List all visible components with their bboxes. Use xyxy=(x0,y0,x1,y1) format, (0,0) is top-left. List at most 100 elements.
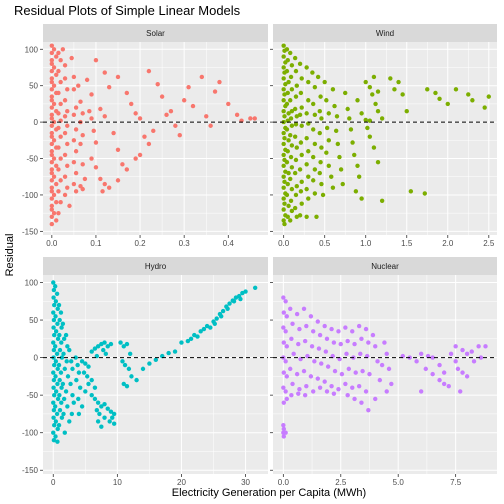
data-point-wind xyxy=(334,114,340,119)
data-point-wind xyxy=(437,96,442,102)
data-point-wind xyxy=(281,108,286,114)
data-point-solar xyxy=(67,203,72,209)
data-point-wind xyxy=(353,189,359,194)
data-point-wind xyxy=(359,196,364,201)
data-point-solar xyxy=(73,189,79,194)
data-point-solar xyxy=(56,125,61,131)
y-tick-label: -150 xyxy=(22,466,39,475)
data-point-wind xyxy=(359,111,364,116)
data-point-hydro xyxy=(67,419,72,424)
y-tick-label: -100 xyxy=(22,191,39,200)
x-tick-label-solar: 0.0 xyxy=(46,239,58,248)
data-point-wind xyxy=(281,98,286,103)
data-point-hydro xyxy=(52,332,57,338)
data-point-nuclear xyxy=(367,371,372,377)
y-tick-label: 50 xyxy=(29,82,38,91)
data-point-wind xyxy=(326,163,331,169)
data-point-nuclear xyxy=(308,314,314,319)
data-point-solar xyxy=(49,112,55,118)
data-point-nuclear xyxy=(483,344,488,349)
data-point-hydro xyxy=(79,359,85,364)
data-point-hydro xyxy=(108,409,114,414)
data-point-solar xyxy=(49,203,55,209)
data-point-solar xyxy=(111,130,116,136)
data-point-nuclear xyxy=(288,306,293,311)
strip-hydro xyxy=(43,257,268,275)
data-point-solar xyxy=(49,134,55,139)
data-point-solar xyxy=(49,68,55,74)
x-tick-label-hydro: 0 xyxy=(51,478,56,487)
data-point-wind xyxy=(282,114,287,119)
data-point-nuclear xyxy=(283,389,288,394)
data-point-solar xyxy=(49,87,55,92)
data-point-hydro xyxy=(75,362,80,368)
data-point-solar xyxy=(62,63,68,68)
data-point-hydro xyxy=(51,370,56,375)
data-point-nuclear xyxy=(281,370,286,375)
data-point-hydro xyxy=(94,407,100,413)
data-point-solar xyxy=(62,152,68,158)
data-point-hydro xyxy=(61,396,67,402)
data-point-nuclear xyxy=(281,295,286,300)
data-point-hydro xyxy=(52,392,57,398)
data-point-nuclear xyxy=(356,383,362,389)
data-point-nuclear xyxy=(418,389,424,394)
data-point-wind xyxy=(298,189,304,194)
data-point-hydro xyxy=(54,411,60,417)
data-point-hydro xyxy=(57,377,62,383)
data-point-nuclear xyxy=(386,366,392,372)
data-point-hydro xyxy=(69,359,74,364)
data-point-nuclear xyxy=(359,336,364,342)
data-point-solar xyxy=(56,189,61,194)
data-point-solar xyxy=(208,123,213,128)
strip-solar xyxy=(43,24,268,42)
data-point-nuclear xyxy=(345,338,350,344)
data-point-hydro xyxy=(122,362,128,368)
data-point-wind xyxy=(319,181,324,187)
data-point-wind xyxy=(281,207,286,212)
data-point-solar xyxy=(190,103,196,109)
data-point-solar xyxy=(58,200,63,205)
data-point-hydro xyxy=(81,370,87,375)
data-point-hydro xyxy=(89,349,94,354)
data-point-solar xyxy=(65,185,70,190)
data-point-hydro xyxy=(59,385,64,390)
data-point-hydro xyxy=(51,280,56,285)
data-point-hydro xyxy=(51,407,57,413)
data-point-nuclear xyxy=(352,396,357,402)
data-point-solar xyxy=(62,192,68,198)
data-point-solar xyxy=(115,74,121,80)
data-point-wind xyxy=(337,154,342,160)
data-point-nuclear xyxy=(309,344,315,349)
data-point-nuclear xyxy=(437,377,442,383)
x-axis-title: Electricity Generation per Capita (MWh) xyxy=(172,487,366,499)
facet-hydro: Hydro -150 -100 -50 0 50 100 0 10 20 30 xyxy=(22,257,268,487)
data-point-nuclear xyxy=(448,351,454,357)
data-point-solar xyxy=(80,186,85,192)
data-point-hydro xyxy=(54,351,60,357)
data-point-hydro xyxy=(60,321,66,327)
data-point-nuclear xyxy=(281,310,286,315)
data-point-wind xyxy=(320,192,326,198)
data-point-nuclear xyxy=(296,341,301,347)
data-point-nuclear xyxy=(329,326,334,332)
data-point-solar xyxy=(62,98,68,103)
data-point-wind xyxy=(283,169,288,174)
data-point-wind xyxy=(326,111,331,116)
data-point-nuclear xyxy=(284,344,289,349)
data-point-solar xyxy=(115,147,121,152)
data-point-hydro xyxy=(51,317,57,323)
data-point-solar xyxy=(71,74,77,80)
data-point-wind xyxy=(281,174,286,179)
data-point-hydro xyxy=(65,404,70,409)
data-point-hydro xyxy=(124,383,130,389)
data-point-wind xyxy=(312,191,318,196)
data-point-wind xyxy=(306,98,311,103)
x-tick-label-nuclear: 2.5 xyxy=(335,478,347,487)
data-point-wind xyxy=(422,191,427,196)
data-point-wind xyxy=(425,87,430,92)
y-tick-label: 50 xyxy=(29,316,38,325)
data-point-solar xyxy=(54,200,59,205)
data-point-nuclear xyxy=(289,336,294,342)
data-point-solar xyxy=(217,79,222,85)
